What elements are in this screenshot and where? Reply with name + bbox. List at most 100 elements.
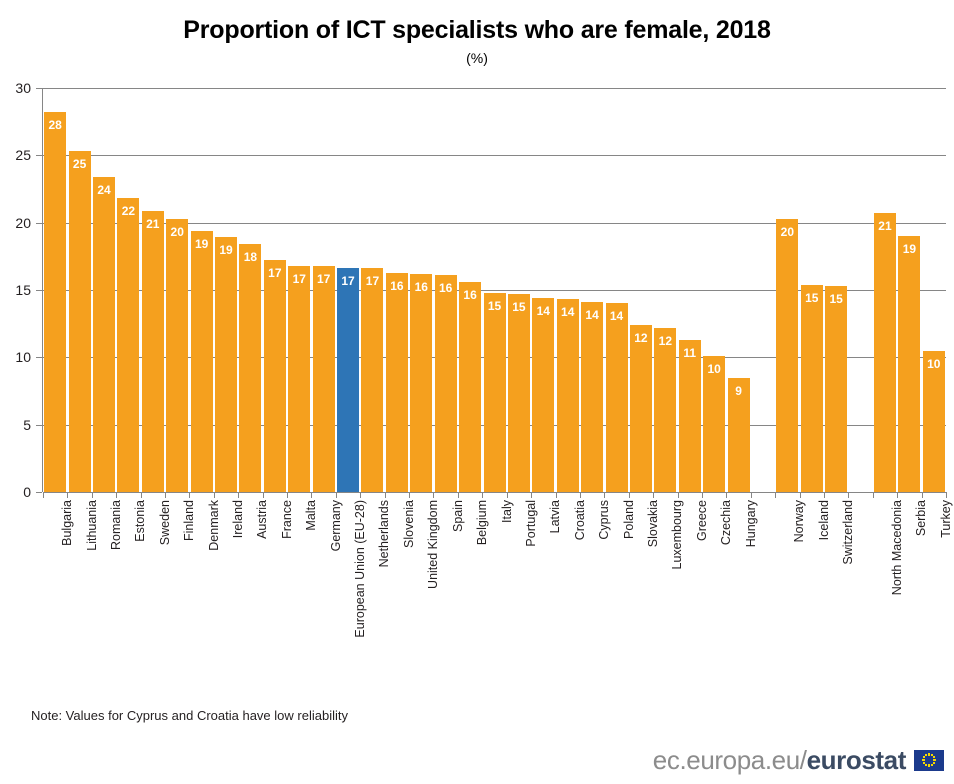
bar-value-label: 22: [121, 204, 136, 219]
x-axis-category-label: Portugal: [524, 500, 538, 547]
bar[interactable]: 14: [605, 303, 628, 492]
bar-value-label: 12: [658, 333, 672, 348]
y-axis-tick-mark: [36, 88, 42, 89]
x-axis-category-label-text: Denmark: [206, 500, 221, 551]
x-axis-tick-mark: [238, 492, 239, 498]
x-axis-category-label: Romania: [109, 500, 123, 550]
x-axis-tick-mark: [556, 492, 557, 498]
x-axis-category-label: Ireland: [231, 500, 245, 538]
bar[interactable]: 10: [703, 356, 726, 492]
bar[interactable]: 15: [507, 294, 530, 492]
bar[interactable]: 21: [141, 210, 164, 492]
x-axis-tick-mark: [922, 492, 923, 498]
x-axis-tick-mark: [433, 492, 434, 498]
x-axis-category-label: Finland: [182, 500, 196, 541]
y-axis-tick-mark: [36, 492, 42, 493]
bar-value-label: 9: [735, 383, 742, 398]
bar-value-label: 19: [219, 243, 233, 258]
bar[interactable]: 17: [312, 265, 335, 492]
gridline: [43, 155, 946, 156]
y-axis-tick-label: 30: [15, 80, 31, 96]
eu-flag-star-icon: [932, 755, 936, 759]
bar-value-label: 16: [439, 281, 453, 296]
bar-value-label: 17: [316, 271, 331, 286]
x-axis-category-label-text: Latvia: [548, 500, 563, 534]
x-axis-category-label-text: Spain: [450, 500, 465, 532]
x-axis-category-label-text: Finland: [182, 500, 197, 541]
bar[interactable]: 20: [776, 218, 799, 492]
x-axis-tick-mark: [848, 492, 849, 498]
bar[interactable]: 25: [68, 151, 91, 492]
x-axis-category-label: North Macedonia: [890, 500, 904, 595]
x-axis-category-label-text: Czechia: [719, 500, 734, 546]
bar-value-label: 10: [707, 362, 721, 376]
bar[interactable]: 16: [410, 273, 433, 492]
x-axis-tick-mark: [873, 492, 874, 498]
x-axis-category-label-text: Poland: [621, 500, 636, 539]
bar[interactable]: 14: [532, 298, 555, 492]
x-axis-category-label-text: Cyprus: [597, 500, 612, 540]
bar-value-label: 18: [243, 250, 258, 265]
bar[interactable]: 9: [727, 377, 750, 492]
bar[interactable]: 19: [898, 236, 921, 492]
bar[interactable]: 21: [873, 213, 896, 492]
x-axis-category-label: Iceland: [817, 500, 831, 540]
bar[interactable]: 22: [117, 198, 140, 492]
x-axis-tick-mark: [653, 492, 654, 498]
x-axis-category-label-text: Norway: [792, 500, 807, 543]
x-axis-category-label: Italy: [500, 500, 514, 523]
eu-flag-star-icon: [922, 761, 926, 765]
x-axis-category-label-text: Netherlands: [377, 500, 392, 568]
bar[interactable]: 12: [629, 325, 652, 492]
bar-value-label: 15: [805, 290, 819, 305]
bar[interactable]: 12: [654, 327, 677, 492]
x-axis-category-label-text: United Kingdom: [426, 500, 441, 589]
bar[interactable]: 18: [239, 244, 262, 492]
bar[interactable]: 15: [825, 285, 848, 492]
bar-value-label: 15: [487, 298, 502, 313]
bar[interactable]: 16: [385, 272, 408, 492]
bar[interactable]: 15: [800, 284, 823, 492]
bar[interactable]: 10: [922, 350, 945, 492]
x-axis-tick-mark: [629, 492, 630, 498]
bar[interactable]: 17: [288, 265, 311, 492]
x-axis-tick-mark: [141, 492, 142, 498]
bar[interactable]: 11: [678, 339, 701, 492]
bar[interactable]: 16: [459, 281, 482, 492]
y-axis-tick-mark: [36, 155, 42, 156]
bar[interactable]: 17: [263, 260, 286, 492]
eu-flag-star-icon: [933, 758, 936, 762]
x-axis-tick-mark: [409, 492, 410, 498]
bar[interactable]: 14: [581, 302, 604, 492]
bar[interactable]: 20: [166, 218, 189, 492]
x-axis-category-label: Germany: [329, 500, 343, 551]
bar[interactable]: 17: [337, 268, 360, 492]
bar[interactable]: 16: [434, 275, 457, 492]
bar-value-label: 11: [683, 345, 697, 360]
logo-url-prefix: ec.europa.eu/: [652, 745, 807, 775]
bar[interactable]: 14: [556, 299, 579, 492]
eu-flag-star-icon: [927, 764, 931, 767]
bar-value-label: 16: [390, 278, 404, 293]
x-axis-tick-mark: [726, 492, 727, 498]
bar-value-label: 17: [365, 274, 380, 289]
x-axis-category-label: Slovenia: [402, 500, 416, 548]
x-axis-category-label-text: Sweden: [157, 500, 172, 546]
bar-value-label: 21: [146, 216, 160, 231]
x-axis-category-label: Turkey: [939, 500, 953, 538]
x-axis-category-label: Sweden: [158, 500, 172, 545]
x-axis-ticks: [43, 492, 947, 499]
x-axis-category-label-text: Austria: [255, 500, 270, 539]
y-axis-tick-mark: [36, 357, 42, 358]
bar[interactable]: 17: [361, 268, 384, 492]
bar[interactable]: 19: [215, 237, 238, 492]
eu-flag-star-icon: [924, 753, 928, 757]
x-axis-tick-mark: [702, 492, 703, 498]
bar[interactable]: 28: [44, 112, 67, 492]
bar[interactable]: 19: [190, 230, 213, 492]
x-axis-category-label-text: Hungary: [743, 500, 758, 548]
bar[interactable]: 15: [483, 292, 506, 492]
y-axis-tick-mark: [36, 223, 42, 224]
x-axis-category-label: Denmark: [207, 500, 221, 551]
bar[interactable]: 24: [93, 176, 115, 492]
